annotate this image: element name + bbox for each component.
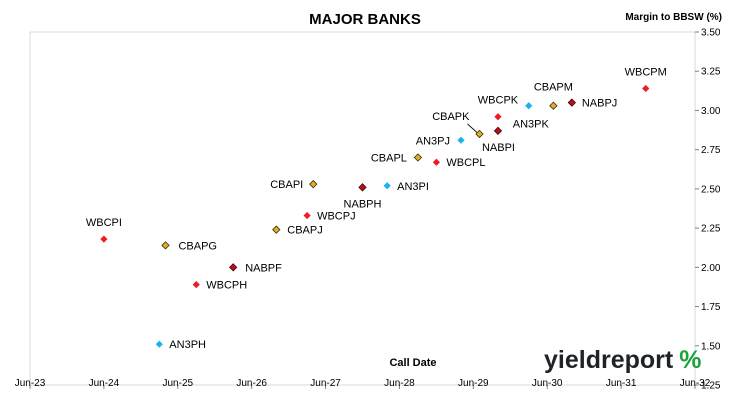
point-cbapl [413, 153, 423, 162]
label-an3pi: AN3PI [397, 181, 429, 193]
point-cbapm [549, 101, 558, 110]
point-nabpi [493, 126, 503, 136]
label-cbapl: CBAPL [371, 153, 407, 165]
label-wbcph: WBCPH [206, 280, 247, 292]
label-an3ph: AN3PH [169, 339, 206, 351]
point-an3ph [155, 340, 163, 348]
x-tick-label: Jun-24 [89, 378, 120, 389]
y-tick-label: 2.00 [701, 263, 721, 274]
plot-area-border [29, 31, 696, 386]
label-nabpj: NABPJ [582, 98, 617, 110]
point-an3pk [525, 102, 533, 110]
logo-wordmark: yieldreport% [544, 346, 701, 374]
label-nabpf: NABPF [245, 262, 282, 274]
label-cbapk: CBAPK [432, 111, 470, 123]
data-labels: WBCPI AN3PH CBAPG WBCPH NABPF CBAPJ WBCPJ CBAPI… [86, 66, 667, 351]
x-tick-label: Jun-32 [680, 378, 711, 389]
point-nabpj [567, 98, 577, 107]
y-tick-label: 1.25 [701, 381, 721, 392]
x-tick-label: Jun-31 [606, 378, 637, 389]
y-tick-label: 3.00 [701, 106, 721, 117]
x-axis: Jun-23 Jun-24 Jun-25 Jun-26 Jun-27 Jun-28 Jun-… [15, 378, 711, 389]
x-tick-label: Jun-30 [532, 378, 563, 389]
y-tick-label: 1.50 [701, 341, 721, 352]
x-tick-label: Jun-23 [15, 378, 46, 389]
point-an3pi [383, 182, 391, 190]
label-cbapm: CBAPM [534, 82, 573, 94]
x-tick-label: Jun-27 [310, 378, 341, 389]
logo-percent-icon: % [679, 346, 701, 374]
label-wbcpl: WBCPL [446, 157, 485, 169]
label-wbcpk: WBCPK [478, 95, 519, 107]
point-wbcph [192, 280, 200, 289]
label-an3pk: AN3PK [513, 119, 550, 131]
leader-line-cbapk [467, 123, 478, 134]
label-nabph: NABPH [344, 198, 382, 210]
point-wbcpl [432, 158, 440, 166]
leader-lines [467, 123, 478, 134]
x-tick-label: Jun-25 [162, 378, 193, 389]
point-cbapj [272, 225, 281, 234]
point-nabpf [229, 263, 238, 272]
point-wbcpi [100, 235, 108, 243]
point-wbcpj [303, 211, 311, 220]
point-wbcpm [642, 84, 650, 93]
yieldreport-logo: yieldreport% [544, 346, 701, 374]
y-tick-label: 2.50 [701, 184, 721, 195]
y-tick-label: 3.50 [701, 28, 721, 39]
label-cbapg: CBAPG [178, 240, 217, 252]
point-cbapi [309, 180, 318, 189]
y-axis: 1.25 1.50 1.75 2.00 2.25 2.50 2.75 3.00 3.25 3.50 [695, 28, 721, 392]
chart-title: MAJOR BANKS [309, 11, 421, 28]
y-tick-label: 2.25 [701, 224, 721, 235]
label-cbapj: CBAPJ [287, 225, 322, 237]
label-wbcpi: WBCPI [86, 217, 122, 229]
y-tick-label: 3.25 [701, 67, 721, 78]
point-cbapg [161, 241, 170, 250]
plot-frame [29, 31, 696, 386]
point-nabph [358, 183, 367, 192]
point-wbcpk [494, 113, 502, 121]
label-an3pj: AN3PJ [416, 135, 450, 147]
label-cbapi: CBAPI [270, 179, 303, 191]
y-axis-title: Margin to BBSW (%) [625, 12, 722, 23]
label-wbcpm: WBCPM [625, 66, 667, 78]
y-tick-label: 2.75 [701, 145, 721, 156]
data-points [100, 84, 650, 348]
logo-text: yieldreport [544, 346, 674, 374]
point-cbapk [475, 129, 484, 139]
label-nabpi: NABPI [482, 142, 515, 154]
x-tick-label: Jun-29 [458, 378, 489, 389]
x-tick-label: Jun-28 [384, 378, 415, 389]
x-tick-label: Jun-26 [236, 378, 267, 389]
label-wbcpj: WBCPJ [317, 211, 356, 223]
x-axis-title: Call Date [389, 357, 436, 369]
y-tick-label: 1.75 [701, 302, 721, 313]
point-an3pj [457, 136, 465, 144]
